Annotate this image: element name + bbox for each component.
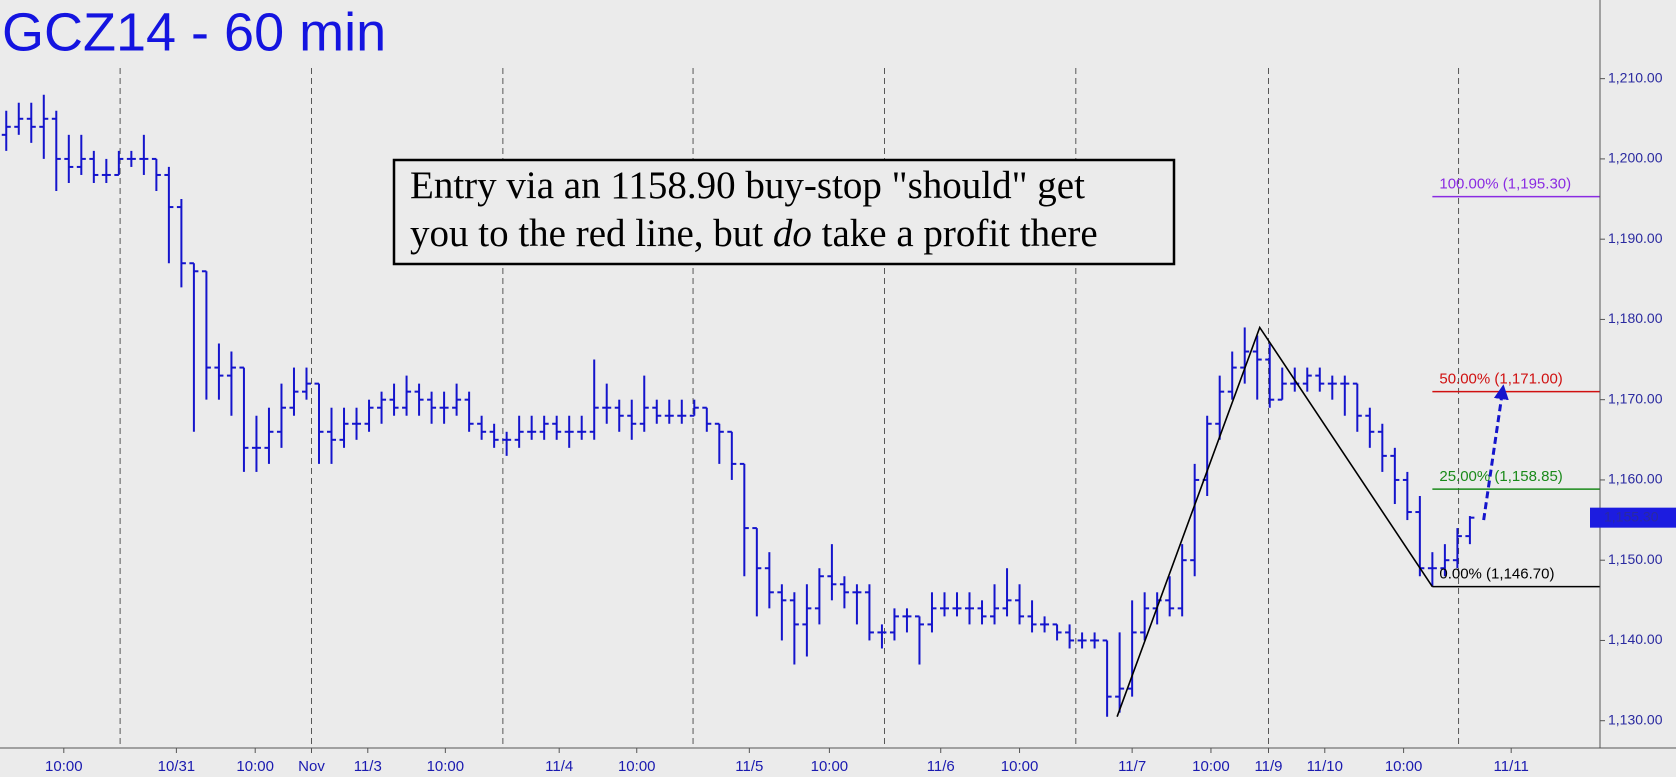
x-tick-label: 11/5 — [735, 758, 763, 775]
y-tick-label: 1,170.00 — [1608, 390, 1663, 406]
bars-layer — [1, 94, 1475, 717]
x-tick-label: 11/4 — [545, 758, 573, 775]
annotation-box — [392, 158, 1176, 266]
x-tick-label: 10:00 — [427, 758, 465, 775]
annotation-line: you to the red line, but do take a profi… — [410, 212, 1098, 255]
x-tick-label: 10:00 — [45, 758, 83, 775]
x-tick-label: 10:00 — [236, 758, 274, 775]
level-label: 25.00% (1,158.85) — [1439, 468, 1562, 485]
projection-arrow — [1482, 384, 1509, 521]
x-tick-label: 11/11 — [1494, 758, 1529, 775]
x-tick-label: 11/9 — [1254, 758, 1282, 775]
y-tick-label: 1,150.00 — [1608, 551, 1663, 567]
x-tick-label: 10:00 — [1192, 758, 1230, 775]
x-tick-label: Nov — [298, 758, 325, 775]
y-tick-label: 1,130.00 — [1608, 711, 1663, 727]
chart-title: GCZ14 - 60 min — [2, 2, 386, 62]
y-tick-label: 1,190.00 — [1608, 230, 1663, 246]
x-tick-label: 11/3 — [354, 758, 382, 775]
y-tick-label: 1,200.00 — [1608, 150, 1663, 166]
level-label: 50.00% (1,171.00) — [1439, 371, 1562, 388]
last-price-box — [1590, 507, 1676, 528]
x-tick-label: 10:00 — [618, 758, 656, 775]
last-price-label: 1,155.30 — [1604, 508, 1659, 524]
swing-line — [1116, 325, 1434, 717]
y-tick-label: 1,160.00 — [1608, 471, 1663, 487]
x-tick-label: 11/6 — [927, 758, 955, 775]
annotation-emphasis: do — [773, 212, 812, 255]
x-tick-label: 10:00 — [1385, 758, 1423, 775]
x-tick-label: 10/31 — [158, 758, 196, 775]
overlay-layer: 100.00% (1,195.30) 50.00% (1,171.00) 25.00… — [1116, 176, 1600, 717]
level-label: 100.00% (1,195.30) — [1439, 176, 1571, 193]
y-tick-label: 1,210.00 — [1608, 69, 1663, 85]
y-tick-label: 1,140.00 — [1608, 631, 1663, 647]
y-tick-label: 1,180.00 — [1608, 310, 1663, 326]
annotation-line: Entry via an 1158.90 buy-stop "should" g… — [410, 164, 1085, 207]
x-tick-label: 10:00 — [811, 758, 849, 775]
x-tick-label: 11/10 — [1307, 758, 1343, 775]
annotation-text: you to the red line, but — [410, 212, 773, 255]
x-tick-label: 11/7 — [1118, 758, 1146, 775]
annotation-text: take a profit there — [812, 212, 1098, 255]
x-tick-label: 10:00 — [1001, 758, 1039, 775]
level-label: 0.00% (1,146.70) — [1439, 566, 1554, 583]
